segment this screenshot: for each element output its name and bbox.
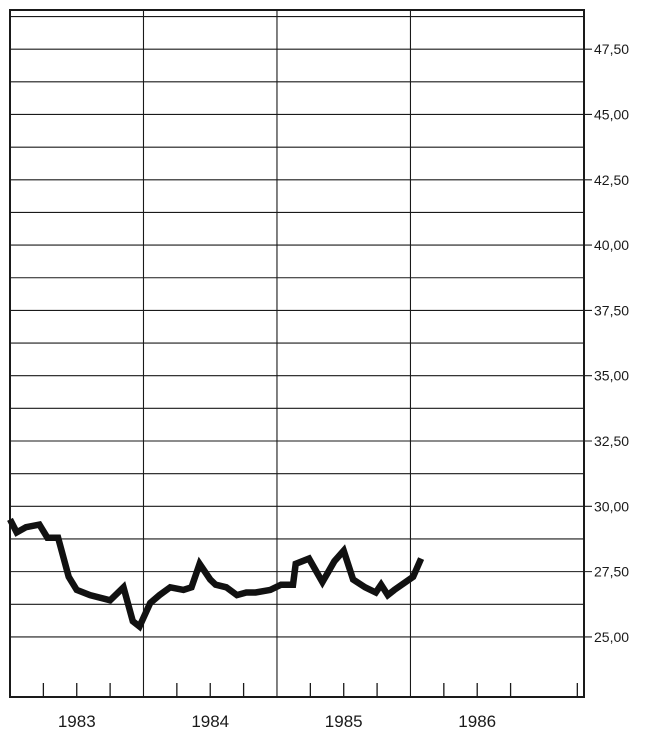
- y-tick-label: 47,50: [594, 41, 629, 57]
- y-tick-label: 37,50: [594, 302, 629, 318]
- x-tick-label: 1986: [458, 712, 496, 731]
- plot-border: [9, 9, 585, 698]
- x-axis-tick-labels: 1983 1984 1985 1986: [58, 712, 496, 731]
- y-tick-label: 30,00: [594, 498, 629, 514]
- y-tick-label: 40,00: [594, 237, 629, 253]
- y-tick-label: 35,00: [594, 368, 629, 384]
- series-line: [7, 517, 425, 632]
- y-tick-label: 25,00: [594, 629, 629, 645]
- y-axis-tick-labels: 25,00 27,50 30,00 32,50 35,00 37,50 40,00 42,50…: [594, 41, 629, 645]
- y-tick-label: 32,50: [594, 433, 629, 449]
- y-tick-label: 45,00: [594, 106, 629, 122]
- x-tick-label: 1984: [191, 712, 229, 731]
- x-tick-label: 1983: [58, 712, 96, 731]
- y-tick-label: 27,50: [594, 564, 629, 580]
- y-tick-label: 42,50: [594, 172, 629, 188]
- plot-frame: [9, 9, 585, 698]
- series-layer: [7, 517, 425, 632]
- x-axis-ticks: [42, 683, 578, 697]
- x-tick-label: 1985: [325, 712, 363, 731]
